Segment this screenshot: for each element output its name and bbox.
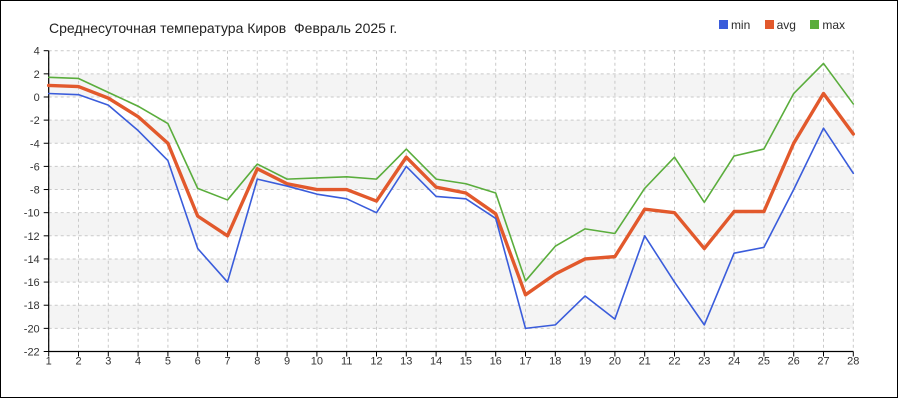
- svg-text:28: 28: [847, 356, 859, 368]
- svg-text:16: 16: [490, 356, 502, 368]
- svg-text:22: 22: [668, 356, 680, 368]
- svg-text:25: 25: [758, 356, 770, 368]
- svg-text:24: 24: [728, 356, 740, 368]
- svg-text:2: 2: [34, 69, 40, 81]
- svg-text:8: 8: [254, 356, 260, 368]
- svg-text:-18: -18: [24, 300, 40, 312]
- svg-text:-2: -2: [30, 115, 40, 127]
- svg-text:19: 19: [579, 356, 591, 368]
- svg-text:4: 4: [34, 46, 40, 58]
- svg-text:27: 27: [817, 356, 829, 368]
- svg-text:5: 5: [165, 356, 171, 368]
- svg-text:20: 20: [609, 356, 621, 368]
- svg-text:-8: -8: [30, 185, 40, 197]
- svg-text:10: 10: [311, 356, 323, 368]
- svg-text:14: 14: [430, 356, 442, 368]
- svg-text:-20: -20: [24, 323, 40, 335]
- svg-text:11: 11: [341, 356, 352, 368]
- svg-text:18: 18: [549, 356, 561, 368]
- svg-text:17: 17: [519, 356, 531, 368]
- svg-text:13: 13: [400, 356, 412, 368]
- svg-text:9: 9: [284, 356, 290, 368]
- svg-text:0: 0: [34, 92, 40, 104]
- svg-text:2: 2: [75, 356, 81, 368]
- svg-text:-22: -22: [24, 347, 40, 359]
- svg-text:26: 26: [788, 356, 800, 368]
- svg-text:1: 1: [46, 356, 52, 368]
- svg-text:7: 7: [224, 356, 230, 368]
- svg-text:12: 12: [370, 356, 382, 368]
- svg-text:-10: -10: [24, 208, 40, 220]
- svg-text:-4: -4: [30, 138, 40, 150]
- svg-text:4: 4: [135, 356, 141, 368]
- svg-text:-16: -16: [24, 277, 40, 289]
- svg-text:-12: -12: [24, 231, 40, 243]
- svg-text:23: 23: [698, 356, 710, 368]
- svg-text:-6: -6: [30, 161, 40, 173]
- svg-text:6: 6: [195, 356, 201, 368]
- svg-text:15: 15: [460, 356, 472, 368]
- svg-text:21: 21: [639, 356, 651, 368]
- svg-text:3: 3: [105, 356, 111, 368]
- svg-text:-14: -14: [24, 254, 40, 266]
